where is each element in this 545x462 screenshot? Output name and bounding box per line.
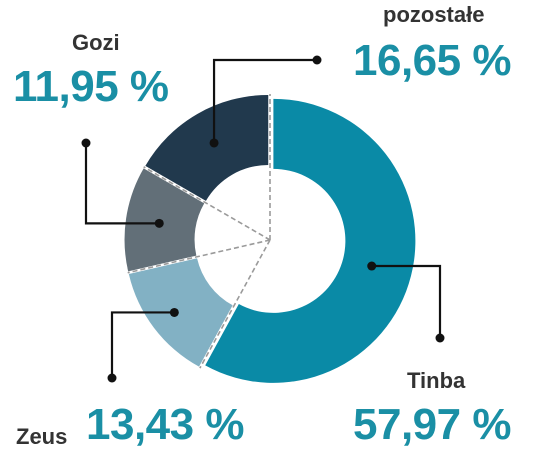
leader-line-pozostale <box>212 58 317 143</box>
slice-percent-tinba: 57,97 % <box>353 400 511 449</box>
leader-line-zeus-outer-dot <box>107 373 117 383</box>
slice-percent-pozostale: 16,65 % <box>353 36 511 85</box>
leader-line-zeus <box>110 311 175 378</box>
leader-line-tinba-inner-dot <box>367 261 377 271</box>
slice-percent-gozi: 11,95 % <box>13 62 169 111</box>
leader-line-gozi-inner-dot <box>154 218 164 228</box>
donut-slice-zeus <box>128 258 233 367</box>
slice-percent-zeus: 13,43 % <box>86 400 244 449</box>
leader-line-gozi <box>84 143 160 225</box>
slice-separator-line <box>143 166 271 241</box>
leader-line-zeus-inner-dot <box>169 307 179 317</box>
donut-slice-tinba <box>205 98 416 383</box>
slice-separator-line <box>127 239 271 274</box>
donut-slice-gozi <box>124 168 205 272</box>
slice-name-zeus: Zeus <box>16 424 68 449</box>
slice-name-pozostale: pozostałe <box>383 2 485 27</box>
leader-line-pozostale-inner-dot <box>209 138 219 148</box>
slice-name-tinba: Tinba <box>407 368 466 393</box>
leader-line-tinba <box>371 264 442 338</box>
slice-separator-line <box>199 239 271 369</box>
leader-line-gozi-outer-dot <box>81 138 91 148</box>
leader-line-pozostale-outer-dot <box>312 55 322 65</box>
leader-line-tinba-outer-dot <box>435 333 445 343</box>
slice-name-gozi: Gozi <box>72 30 120 55</box>
donut-slice-pozosta-e <box>145 94 269 201</box>
